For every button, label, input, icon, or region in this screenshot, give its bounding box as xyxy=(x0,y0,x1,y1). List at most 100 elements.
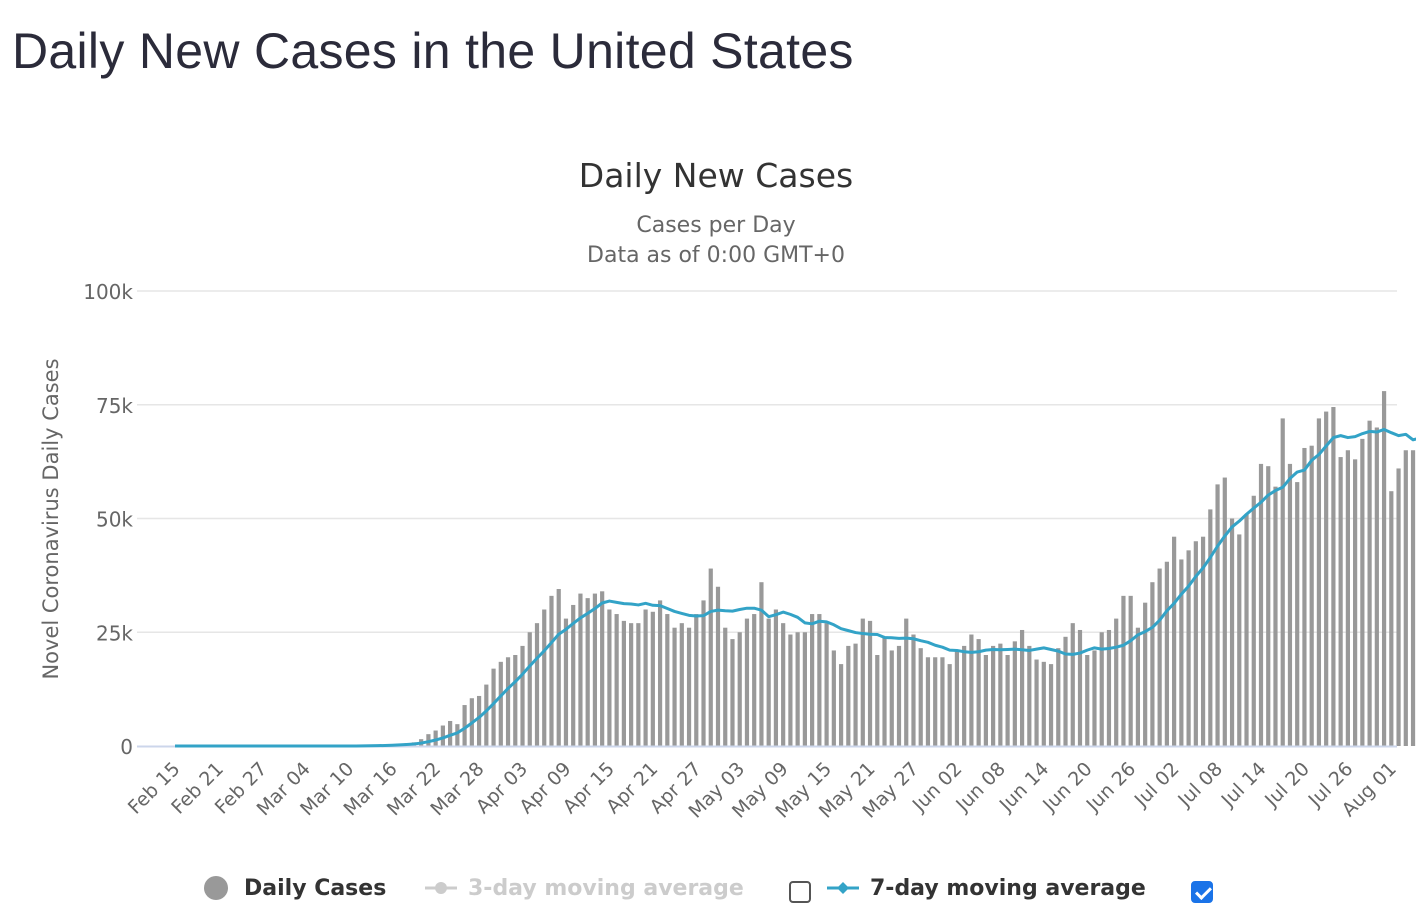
daily-cases-bar xyxy=(933,657,938,746)
daily-cases-bar xyxy=(1360,438,1365,747)
daily-cases-bar xyxy=(904,618,909,746)
daily-cases-bar xyxy=(1005,655,1010,746)
daily-cases-bar xyxy=(838,664,844,746)
daily-cases-bar xyxy=(831,650,836,746)
daily-cases-bar xyxy=(629,623,634,746)
legend-daily-cases-label: Daily Cases xyxy=(244,875,387,901)
daily-cases-bar xyxy=(752,614,757,746)
x-tick-label: Jun 02 xyxy=(908,758,967,817)
daily-cases-bar xyxy=(607,609,612,746)
daily-cases-bar xyxy=(643,609,648,746)
y-axis-ticks: 0 25k 50k 75k 100k xyxy=(83,280,133,759)
daily-cases-bar xyxy=(1222,477,1227,746)
daily-cases-bar xyxy=(1172,536,1177,746)
daily-cases-bar xyxy=(860,618,865,746)
chart-title: Daily New Cases xyxy=(579,156,853,195)
daily-cases-bar xyxy=(875,655,880,746)
daily-cases-bar xyxy=(1135,627,1141,746)
daily-cases-bar xyxy=(1309,445,1314,746)
daily-cases-bar xyxy=(433,730,438,746)
daily-cases-bar xyxy=(1381,391,1387,746)
daily-cases-bar xyxy=(1056,648,1061,746)
daily-cases-bar xyxy=(983,655,988,746)
daily-cases-bar xyxy=(1353,459,1358,746)
daily-cases-bar xyxy=(455,724,460,746)
daily-cases-bar xyxy=(578,593,583,746)
daily-cases-bar xyxy=(542,609,547,746)
y-tick-label: 0 xyxy=(120,735,133,759)
y-tick-label: 25k xyxy=(96,621,133,645)
daily-cases-bar xyxy=(520,645,525,746)
daily-cases-bar xyxy=(600,591,605,746)
daily-cases-bar xyxy=(766,618,771,746)
daily-cases-bar xyxy=(592,593,598,746)
daily-cases-bar xyxy=(513,655,518,746)
daily-cases-bar xyxy=(650,611,655,746)
daily-cases-bar xyxy=(1085,655,1090,746)
x-tick-label: Jun 14 xyxy=(995,758,1054,817)
daily-cases-bar xyxy=(1063,636,1068,746)
daily-cases-bar xyxy=(1244,513,1249,746)
daily-cases-bar xyxy=(788,634,793,746)
daily-cases-bar xyxy=(571,604,576,746)
legend-3day-average[interactable]: 3-day moving average xyxy=(424,866,744,910)
daily-cases-bar xyxy=(882,636,887,746)
daily-cases-bar xyxy=(556,589,561,746)
daily-cases-bar xyxy=(1200,536,1206,746)
legend-7day-average[interactable]: 7-day moving average xyxy=(826,866,1146,910)
daily-cases-bar xyxy=(440,725,445,746)
daily-cases-bar xyxy=(976,639,981,746)
x-tick-label: Jul 14 xyxy=(1217,758,1271,812)
legend-7day-average-label: 7-day moving average xyxy=(870,875,1146,901)
daily-cases-bar xyxy=(686,627,692,746)
daily-cases-bar xyxy=(1280,418,1285,746)
daily-cases-bar xyxy=(534,623,540,746)
daily-cases-bar xyxy=(1316,418,1322,746)
daily-cases-bar xyxy=(1374,427,1379,746)
daily-cases-chart: Daily New Cases Cases per Day Data as of… xyxy=(39,156,1416,823)
daily-cases-bar xyxy=(1193,541,1198,746)
daily-cases-bar xyxy=(1164,561,1169,746)
y-tick-label: 50k xyxy=(96,508,133,532)
daily-cases-bar xyxy=(744,618,750,746)
daily-cases-bar xyxy=(549,595,554,746)
legend-daily-cases[interactable]: Daily Cases xyxy=(202,866,386,910)
daily-cases-bar xyxy=(1324,411,1329,746)
daily-cases-bar xyxy=(954,650,960,746)
gridlines xyxy=(137,290,1397,633)
daily-cases-bar xyxy=(1106,629,1112,746)
daily-cases-bar xyxy=(1099,632,1104,746)
daily-cases-bar xyxy=(810,614,815,746)
x-tick-label: Jun 26 xyxy=(1082,758,1141,817)
daily-cases-bar xyxy=(1186,550,1191,746)
daily-cases-bar xyxy=(817,614,822,746)
daily-cases-bar xyxy=(846,645,851,746)
daily-cases-bar xyxy=(672,627,677,746)
daily-cases-bar xyxy=(1338,457,1343,746)
daily-cases-bar xyxy=(737,632,742,746)
daily-cases-bar xyxy=(665,614,670,746)
daily-cases-bar xyxy=(563,618,569,746)
daily-cases-bar xyxy=(824,623,829,746)
daily-cases-bar xyxy=(498,661,503,746)
line-marker-icon xyxy=(425,882,457,894)
daily-cases-bar xyxy=(1389,491,1394,746)
daily-cases-bar xyxy=(962,645,967,746)
daily-cases-bar xyxy=(491,668,496,746)
7day-average-checkbox[interactable] xyxy=(1191,881,1213,903)
daily-cases-bar xyxy=(918,648,923,746)
daily-cases-bar xyxy=(802,632,807,746)
3day-average-checkbox[interactable] xyxy=(789,881,811,903)
daily-cases-bar xyxy=(1266,466,1271,746)
daily-cases-bar xyxy=(1019,629,1025,746)
daily-cases-bar xyxy=(1157,568,1162,746)
daily-cases-bar xyxy=(621,620,626,747)
daily-cases-bar xyxy=(759,582,764,746)
daily-cases-bar xyxy=(1258,463,1264,746)
seven-day-average-series xyxy=(175,427,1416,748)
x-tick-label: Jun 08 xyxy=(951,758,1010,817)
y-tick-label: 100k xyxy=(83,280,133,304)
daily-cases-bar xyxy=(1287,463,1293,746)
chart-subtitle: Cases per Day xyxy=(636,213,795,238)
